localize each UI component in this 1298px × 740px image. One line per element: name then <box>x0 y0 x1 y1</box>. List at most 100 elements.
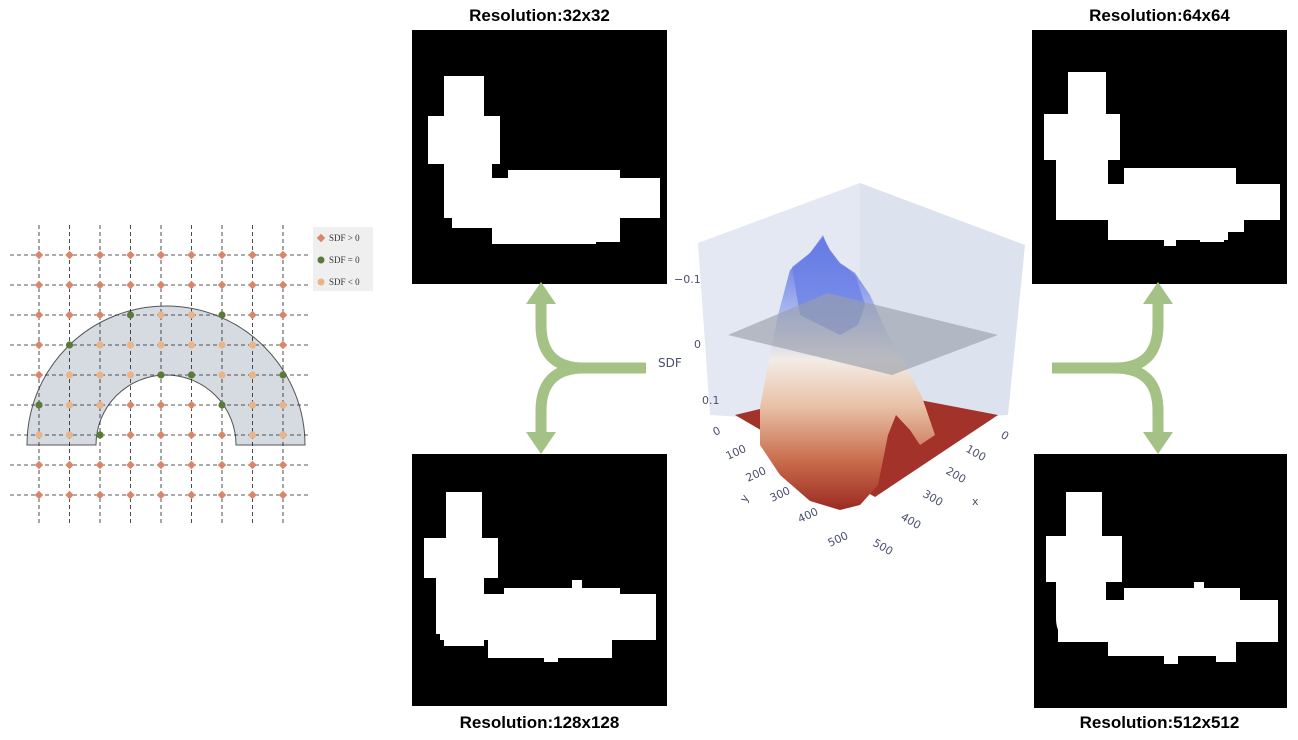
grid-point-positive <box>187 400 196 410</box>
grid-point-positive <box>278 280 288 290</box>
grid-point-positive <box>248 490 257 500</box>
grid-point-zero <box>126 311 135 319</box>
mask-shape <box>1046 492 1278 664</box>
mask-panel-32 <box>412 30 667 284</box>
grid-point-positive <box>156 430 166 440</box>
grid-point-positive <box>34 280 44 290</box>
grid-point-negative <box>248 401 257 409</box>
legend-item-neg: SDF < 0 <box>313 275 360 289</box>
sdf-grid-diagram <box>10 225 310 525</box>
grid-point-negative <box>218 341 226 349</box>
legend-label-zero: SDF = 0 <box>329 255 360 265</box>
mask-panel-512 <box>1034 454 1287 708</box>
grid-point-positive <box>126 460 135 470</box>
y-tick: 0 <box>711 424 723 439</box>
grid-point-negative <box>187 341 196 349</box>
grid-point-negative <box>65 371 74 379</box>
title-res512: Resolution:512x512 <box>1079 713 1240 732</box>
y-axis-label: y <box>737 492 752 505</box>
grid-point-negative <box>279 401 287 409</box>
grid-point-negative <box>96 401 104 409</box>
grid-point-negative <box>126 371 135 379</box>
legend-label-pos: SDF > 0 <box>329 233 360 243</box>
grid-point-zero <box>65 341 74 349</box>
grid-point-positive <box>34 310 44 320</box>
grid-point-positive <box>156 280 166 290</box>
x-tick: 400 <box>899 510 924 532</box>
grid-points <box>34 250 288 500</box>
grid-point-negative <box>279 431 287 439</box>
grid-point-positive <box>65 280 74 290</box>
mask-shape <box>424 492 656 662</box>
grid-point-positive <box>95 460 105 470</box>
grid-point-zero <box>187 371 196 379</box>
grid-point-negative <box>96 341 104 349</box>
y-tick: 100 <box>724 442 749 463</box>
grid-point-positive <box>187 280 196 290</box>
grid-point-positive <box>95 280 105 290</box>
grid-point-positive <box>34 340 44 350</box>
mask-panel-64 <box>1032 30 1287 284</box>
grid-point-positive <box>248 280 257 290</box>
title-res32: Resolution:32x32 <box>469 6 610 25</box>
grid-point-positive <box>126 250 135 260</box>
grid-point-positive <box>217 490 227 500</box>
x-axis-label: x <box>972 495 979 508</box>
grid-point-positive <box>278 340 288 350</box>
arrow-right-branch <box>1052 282 1173 454</box>
grid-point-positive <box>187 490 196 500</box>
grid-point-positive <box>248 310 257 320</box>
title-res128: Resolution:128x128 <box>459 713 620 732</box>
grid-point-positive <box>278 250 288 260</box>
grid-point-negative <box>35 431 43 439</box>
grid-point-zero <box>157 371 165 379</box>
grid-point-zero <box>35 401 43 409</box>
grid-point-positive <box>34 370 44 380</box>
grid-point-negative <box>65 431 74 439</box>
legend: SDF > 0 SDF = 0 SDF < 0 <box>313 227 373 291</box>
grid-point-positive <box>278 490 288 500</box>
grid-point-positive <box>95 250 105 260</box>
grid-point-zero <box>218 401 226 409</box>
x-tick: 500 <box>871 536 896 558</box>
mask-panel-128 <box>412 454 667 706</box>
grid-point-negative <box>157 341 165 349</box>
grid-point-positive <box>217 460 227 470</box>
grid-point-positive <box>126 400 135 410</box>
grid-point-positive <box>156 490 166 500</box>
grid-point-positive <box>248 250 257 260</box>
mask-shape <box>428 76 660 244</box>
legend-label-neg: SDF < 0 <box>329 277 360 287</box>
grid-point-positive <box>95 490 105 500</box>
legend-item-pos: SDF > 0 <box>313 231 360 245</box>
grid-point-positive <box>65 490 74 500</box>
grid-point-positive <box>34 250 44 260</box>
grid-point-positive <box>126 280 135 290</box>
grid-point-positive <box>187 250 196 260</box>
grid-point-negative <box>157 311 165 319</box>
grid-point-positive <box>126 430 135 440</box>
sdf-3d-surface-plot: −0.1 0 0.1 0 100 200 300 400 500 y 0 100… <box>674 183 1025 558</box>
grid-point-positive <box>187 430 196 440</box>
grid-point-zero <box>218 311 226 319</box>
grid-point-zero <box>279 371 287 379</box>
grid-point-positive <box>248 460 257 470</box>
z-tick: −0.1 <box>674 273 701 286</box>
grid-point-positive <box>156 460 166 470</box>
grid-point-negative <box>248 431 257 439</box>
zero-level-plane <box>728 293 998 375</box>
grid-point-negative <box>187 311 196 319</box>
grid-point-negative <box>96 371 104 379</box>
grid-point-negative <box>218 371 226 379</box>
grid-point-positive <box>95 310 105 320</box>
grid-point-negative <box>248 341 257 349</box>
grid-point-negative <box>248 371 257 379</box>
y-tick: 400 <box>796 505 821 526</box>
grid-point-positive <box>217 430 227 440</box>
title-res64: Resolution:64x64 <box>1089 6 1230 25</box>
x-tick: 0 <box>999 428 1012 443</box>
x-tick: 100 <box>964 442 989 464</box>
grid-point-positive <box>156 250 166 260</box>
grid-point-negative <box>126 341 135 349</box>
grid-point-positive <box>34 460 44 470</box>
